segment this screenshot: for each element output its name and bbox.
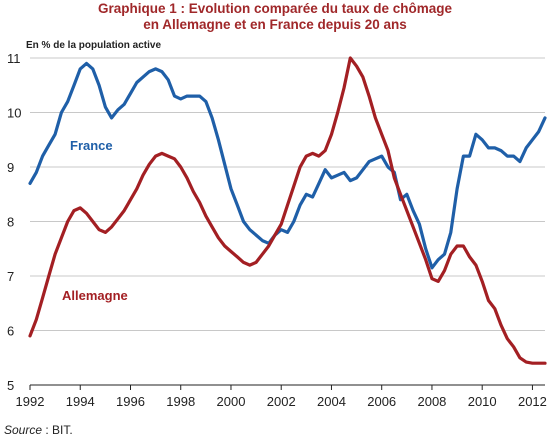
chart-title-line2: en Allemagne et en France depuis 20 ans — [143, 17, 407, 32]
y-tick-label: 7 — [7, 269, 14, 284]
y-tick-label: 9 — [7, 160, 14, 175]
x-tick-label: 1994 — [66, 394, 95, 409]
x-tick-label: 2002 — [267, 394, 296, 409]
source-text: : BIT. — [42, 423, 73, 437]
y-tick-label: 6 — [7, 324, 14, 339]
y-tick-label: 10 — [7, 106, 21, 121]
series-label-allemagne: Allemagne — [62, 288, 128, 303]
y-tick-label: 5 — [7, 378, 14, 393]
series-lines — [28, 56, 547, 365]
series-label-france: France — [70, 138, 113, 153]
y-tick-label: 11 — [7, 51, 21, 66]
x-tick-label: 2000 — [217, 394, 246, 409]
grid-lines — [30, 57, 545, 331]
y-tick-label: 8 — [7, 215, 14, 230]
x-tick-label: 2006 — [367, 394, 396, 409]
x-tick-label: 1992 — [16, 394, 45, 409]
series-line-allemagne — [28, 56, 547, 365]
y-tick-labels: 5 6 7 8 9 10 11 — [7, 51, 21, 393]
series-line-france — [28, 61, 547, 270]
x-tick-label: 2012 — [518, 394, 547, 409]
x-tick-label: 1996 — [116, 394, 145, 409]
x-tick-labels: 1992 1994 1996 1998 2000 2002 2004 2006 2008 2010… — [16, 385, 547, 409]
chart-title-line1: Graphique 1 : Evolution comparée du taux… — [97, 1, 453, 16]
x-tick-label: 2010 — [468, 394, 497, 409]
x-tick-label: 2004 — [317, 394, 346, 409]
x-tick-label: 1998 — [166, 394, 195, 409]
x-tick-label: 2008 — [417, 394, 446, 409]
source-label: Source — [4, 423, 43, 437]
source-note: Source : BIT. — [4, 423, 73, 437]
y-axis-label: En % de la population active — [26, 40, 162, 51]
